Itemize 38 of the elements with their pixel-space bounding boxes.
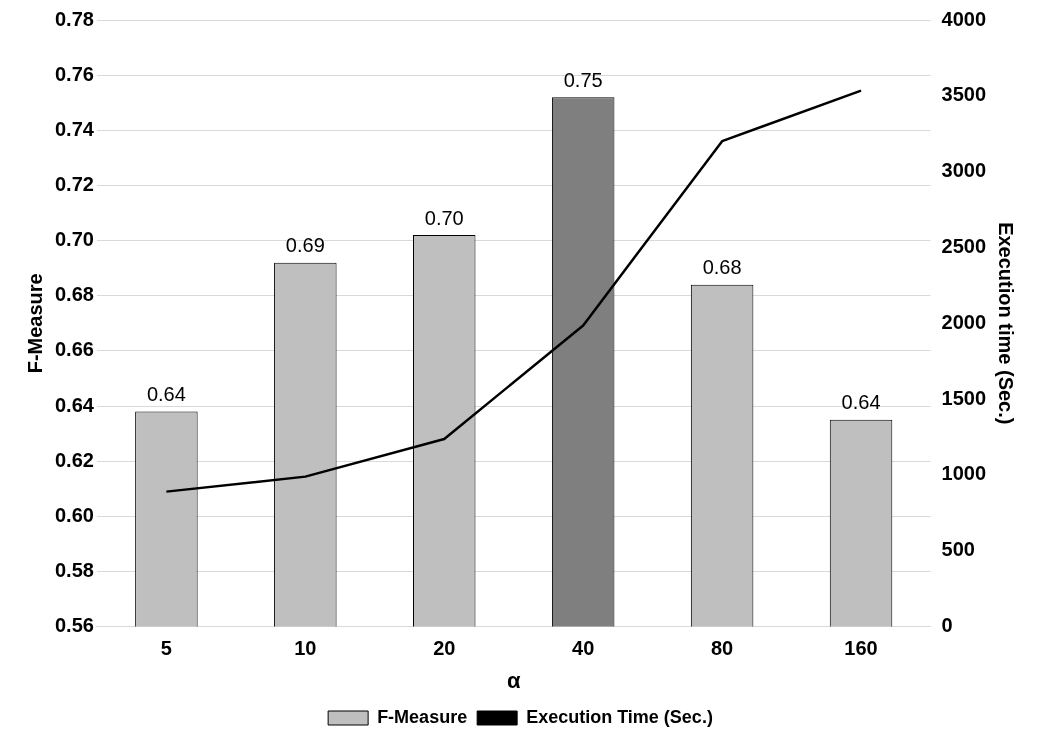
y-axis-title: F-Measure xyxy=(23,273,46,374)
y-tick-label: 0.76 xyxy=(54,62,94,85)
x-tick-label: 160 xyxy=(844,637,878,660)
y2-tick-label: 1000 xyxy=(941,462,987,485)
y-tick-label: 0.78 xyxy=(54,7,94,30)
data-label: 0.70 xyxy=(424,206,464,229)
data-label: 0.75 xyxy=(563,68,603,91)
data-label: 0.64 xyxy=(146,383,186,406)
x-tick-label: 80 xyxy=(710,637,734,660)
y2-tick-label: 500 xyxy=(941,538,975,561)
x-tick-label: 40 xyxy=(572,637,595,660)
y2-tick-label: 2500 xyxy=(941,234,987,257)
legend-label: Execution Time (Sec.) xyxy=(526,706,713,727)
y2-axis-title: Execution time (Sec.) xyxy=(995,222,1018,425)
legend-label: F-Measure xyxy=(377,706,468,727)
y-tick-label: 0.60 xyxy=(54,503,94,526)
y-tick-label: 0.58 xyxy=(54,558,94,581)
y-tick-label: 0.66 xyxy=(54,338,94,361)
x-tick-label: 20 xyxy=(433,637,456,660)
y-tick-label: 0.56 xyxy=(54,614,94,637)
y2-tick-label: 2000 xyxy=(941,310,987,333)
y-tick-label: 0.64 xyxy=(54,393,95,416)
data-label: 0.64 xyxy=(841,391,881,414)
y2-tick-label: 3000 xyxy=(941,159,987,182)
data-label: 0.69 xyxy=(285,234,325,257)
y-tick-label: 0.74 xyxy=(54,117,95,140)
y-tick-label: 0.68 xyxy=(54,283,94,306)
y-tick-label: 0.72 xyxy=(54,172,94,195)
data-label: 0.68 xyxy=(702,256,742,279)
x-tick-label: 10 xyxy=(294,637,317,660)
y2-tick-label: 4000 xyxy=(941,7,987,30)
y2-tick-label: 3500 xyxy=(941,83,987,106)
y2-tick-label: 0 xyxy=(941,614,953,637)
x-tick-label: 5 xyxy=(160,637,172,660)
y-tick-label: 0.62 xyxy=(54,448,94,471)
x-axis-title: α xyxy=(506,667,521,693)
y2-tick-label: 1500 xyxy=(941,386,987,409)
y-tick-label: 0.70 xyxy=(54,228,94,251)
